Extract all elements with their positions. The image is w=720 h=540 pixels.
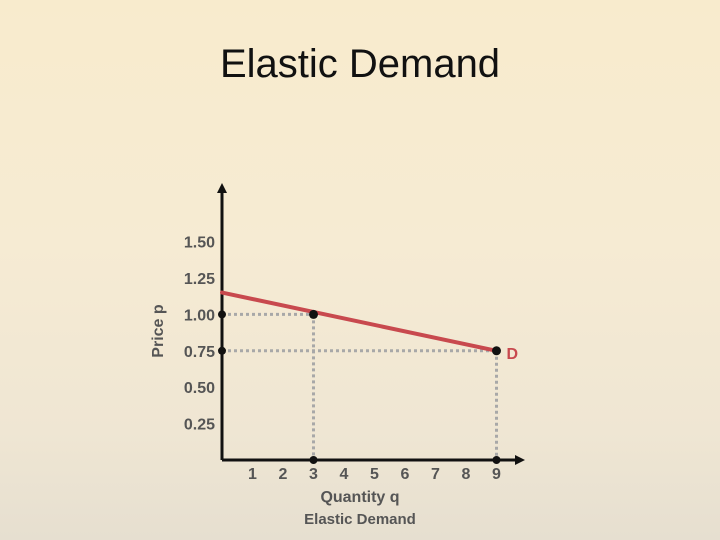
x-axis-label: Quantity q (320, 489, 399, 506)
x-tick-label: 2 (279, 466, 288, 483)
y-tick-label: 0.25 (184, 417, 215, 434)
axis-marker (492, 456, 501, 464)
axis-marker (309, 456, 318, 464)
y-tick-label: 1.50 (184, 235, 215, 252)
y-tick-label: 1.00 (184, 307, 215, 324)
x-tick-label: 7 (431, 466, 440, 483)
y-tick-label: 0.75 (184, 344, 215, 361)
x-tick-label: 6 (401, 466, 410, 483)
x-tick-label: 8 (462, 466, 471, 483)
x-tick-label: 9 (492, 466, 501, 483)
x-tick-label: 5 (370, 466, 379, 483)
series-label-d: D (507, 346, 519, 363)
x-tick-label: 3 (309, 466, 318, 483)
y-tick-label: 1.25 (184, 271, 215, 288)
chart-caption: Elastic Demand (304, 511, 416, 528)
demand-line (220, 290, 499, 353)
data-point (492, 346, 501, 356)
slide-title: Elastic Demand (219, 42, 501, 86)
x-tick-label: 4 (340, 466, 349, 483)
axis-marker (218, 346, 226, 355)
x-tick-label: 1 (248, 466, 257, 483)
y-axis-label: Price p (150, 304, 167, 358)
data-point (309, 309, 318, 319)
axis-marker (218, 310, 226, 319)
y-tick-label: 0.50 (184, 380, 215, 397)
